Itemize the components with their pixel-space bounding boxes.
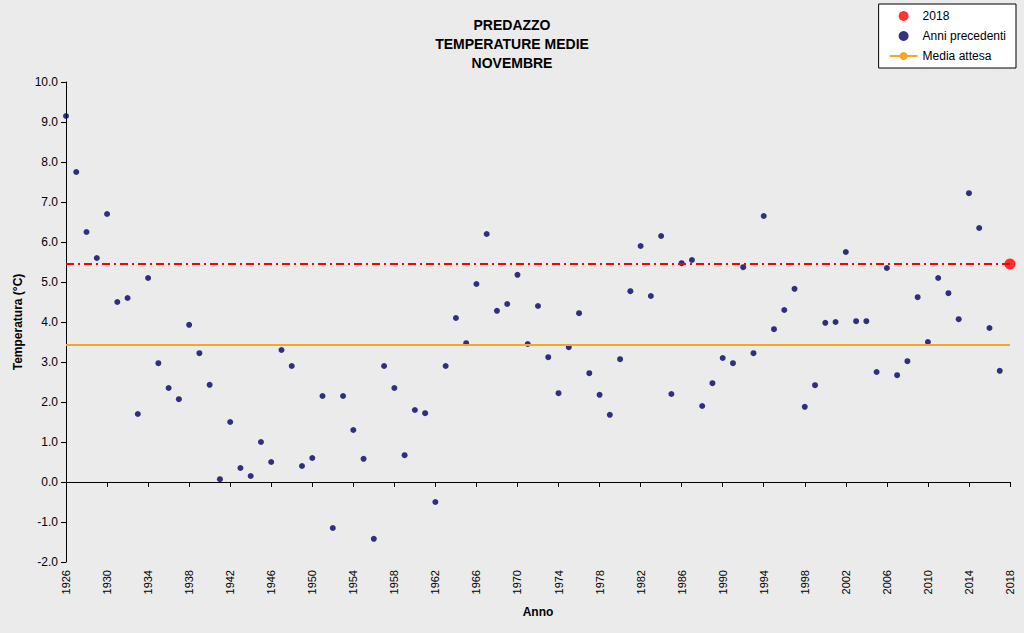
svg-text:9.0: 9.0 xyxy=(41,115,58,129)
svg-text:0.0: 0.0 xyxy=(41,475,58,489)
svg-text:1986: 1986 xyxy=(676,570,688,594)
svg-text:2018: 2018 xyxy=(923,9,950,23)
svg-text:Temperatura (°C): Temperatura (°C) xyxy=(11,274,25,371)
svg-text:2002: 2002 xyxy=(840,570,852,594)
svg-text:4.0: 4.0 xyxy=(41,315,58,329)
svg-text:3.0: 3.0 xyxy=(41,355,58,369)
svg-text:1.0: 1.0 xyxy=(41,435,58,449)
svg-text:1958: 1958 xyxy=(388,570,400,594)
svg-text:2014: 2014 xyxy=(963,570,975,594)
svg-text:1950: 1950 xyxy=(306,570,318,594)
svg-text:PREDAZZO: PREDAZZO xyxy=(474,17,551,33)
svg-text:1978: 1978 xyxy=(594,570,606,594)
svg-text:8.0: 8.0 xyxy=(41,155,58,169)
svg-text:1930: 1930 xyxy=(101,570,113,594)
svg-text:1946: 1946 xyxy=(265,570,277,594)
svg-text:6.0: 6.0 xyxy=(41,235,58,249)
svg-text:1990: 1990 xyxy=(717,570,729,594)
svg-text:2018: 2018 xyxy=(1004,570,1016,594)
svg-text:1974: 1974 xyxy=(553,570,565,594)
svg-text:7.0: 7.0 xyxy=(41,195,58,209)
svg-text:1970: 1970 xyxy=(511,570,523,594)
svg-text:TEMPERATURE MEDIE: TEMPERATURE MEDIE xyxy=(435,36,589,52)
svg-text:1966: 1966 xyxy=(470,570,482,594)
svg-text:1938: 1938 xyxy=(183,570,195,594)
svg-text:1994: 1994 xyxy=(758,570,770,594)
svg-text:1926: 1926 xyxy=(60,570,72,594)
svg-text:-1.0: -1.0 xyxy=(37,515,58,529)
svg-text:-2.0: -2.0 xyxy=(37,555,58,569)
svg-text:Media attesa: Media attesa xyxy=(923,49,992,63)
svg-text:Anni precedenti: Anni precedenti xyxy=(923,29,1006,43)
svg-text:2010: 2010 xyxy=(922,570,934,594)
svg-text:5.0: 5.0 xyxy=(41,275,58,289)
svg-text:1998: 1998 xyxy=(799,570,811,594)
svg-text:1954: 1954 xyxy=(347,570,359,594)
svg-text:1942: 1942 xyxy=(224,570,236,594)
svg-text:Anno: Anno xyxy=(523,605,554,619)
svg-text:1934: 1934 xyxy=(142,570,154,594)
svg-text:2006: 2006 xyxy=(881,570,893,594)
svg-text:2.0: 2.0 xyxy=(41,395,58,409)
svg-text:1962: 1962 xyxy=(429,570,441,594)
svg-text:NOVEMBRE: NOVEMBRE xyxy=(472,55,553,71)
svg-text:1982: 1982 xyxy=(635,570,647,594)
svg-text:10.0: 10.0 xyxy=(35,75,59,89)
